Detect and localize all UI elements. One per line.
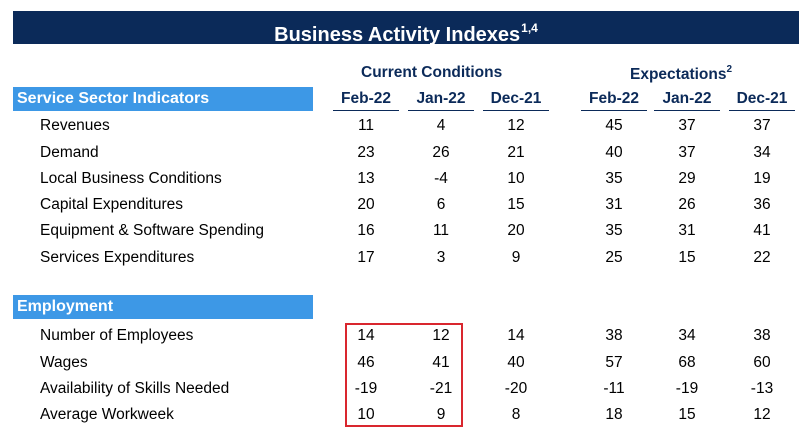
row-label-wages: Wages <box>40 354 88 371</box>
table-cell: 15 <box>678 249 696 266</box>
table-cell: 6 <box>436 196 446 213</box>
table-cell: 21 <box>507 144 525 161</box>
table-title-text: Business Activity Indexes <box>274 24 521 46</box>
table-cell: 20 <box>357 196 375 213</box>
table-cell: 38 <box>605 327 623 344</box>
row-label-services-expenditures: Services Expenditures <box>40 249 195 266</box>
section-header-employment: Employment <box>13 295 313 319</box>
table-cell: 57 <box>605 354 623 371</box>
table-cell: 9 <box>436 406 446 423</box>
table-cell: 19 <box>753 170 771 187</box>
table-cell: 11 <box>432 222 450 239</box>
table-cell: -4 <box>434 170 448 187</box>
table-cell: 60 <box>753 354 771 371</box>
table-cell: 41 <box>432 354 450 371</box>
table-cell: 31 <box>605 196 623 213</box>
group-header-expectations: Expectations2 <box>630 64 732 84</box>
table-cell: 15 <box>507 196 525 213</box>
highlight-box <box>345 323 463 427</box>
table-cell: 35 <box>605 222 623 239</box>
table-cell: 14 <box>357 327 375 344</box>
group-header-expectations-label: Expectations <box>630 66 727 83</box>
row-label-equipment-software-spending: Equipment & Software Spending <box>40 222 265 239</box>
column-header-expectations-dec21: Dec-21 <box>736 90 788 107</box>
section-header-employment-label: Employment <box>17 298 114 315</box>
table-cell: 8 <box>511 406 521 423</box>
column-header-current-dec21: Dec-21 <box>490 90 542 107</box>
column-underline <box>729 110 795 111</box>
table-cell: 23 <box>357 144 375 161</box>
column-header-current-jan22: Jan-22 <box>416 90 466 107</box>
table-cell: 37 <box>678 117 696 134</box>
table-cell: 34 <box>678 327 696 344</box>
table-cell: 12 <box>753 406 771 423</box>
table-cell: 40 <box>605 144 623 161</box>
group-header-current-conditions-label: Current Conditions <box>361 64 503 81</box>
row-label-number-of-employees: Number of Employees <box>40 327 194 344</box>
table-cell: 4 <box>436 117 446 134</box>
table-cell: 35 <box>605 170 623 187</box>
table-cell: -11 <box>603 380 625 397</box>
table-cell: 20 <box>507 222 525 239</box>
section-header-service-sector: Service Sector Indicators <box>13 87 313 111</box>
table-title-footnote: 1,4 <box>521 21 538 35</box>
table-cell: 29 <box>678 170 696 187</box>
column-underline <box>333 110 399 111</box>
table-cell: 3 <box>436 249 446 266</box>
row-label-local-business-conditions: Local Business Conditions <box>40 170 222 187</box>
table-cell: 25 <box>605 249 623 266</box>
table-cell: 13 <box>357 170 375 187</box>
table-cell: 31 <box>678 222 696 239</box>
column-underline <box>581 110 647 111</box>
table-cell: 10 <box>357 406 375 423</box>
table-cell: 37 <box>678 144 696 161</box>
column-underline <box>654 110 720 111</box>
table-cell: 12 <box>432 327 450 344</box>
table-cell: 45 <box>605 117 623 134</box>
table-cell: 18 <box>605 406 623 423</box>
table-cell: 15 <box>678 406 696 423</box>
table-cell: 40 <box>507 354 525 371</box>
column-underline <box>408 110 474 111</box>
table-cell: 46 <box>357 354 375 371</box>
table-title: Business Activity Indexes1,4 <box>13 11 799 46</box>
table-cell: 26 <box>432 144 450 161</box>
column-header-expectations-feb22: Feb-22 <box>589 90 639 107</box>
column-header-current-feb22: Feb-22 <box>341 90 391 107</box>
table-cell: 22 <box>753 249 771 266</box>
table-cell: 17 <box>357 249 375 266</box>
table-cell: 38 <box>753 327 771 344</box>
row-label-average-workweek: Average Workweek <box>40 406 174 423</box>
table-cell: 14 <box>507 327 525 344</box>
section-header-service-sector-label: Service Sector Indicators <box>17 90 210 107</box>
table-cell: -20 <box>504 380 528 397</box>
table-cell: 41 <box>753 222 771 239</box>
table-cell: 26 <box>678 196 696 213</box>
table-cell: 68 <box>678 354 696 371</box>
table-cell: 36 <box>753 196 771 213</box>
column-header-expectations-jan22: Jan-22 <box>662 90 712 107</box>
table-cell: -21 <box>429 380 453 397</box>
table-cell: 37 <box>753 117 771 134</box>
group-header-expectations-footnote: 2 <box>726 64 733 75</box>
row-label-availability-of-skills-needed: Availability of Skills Needed <box>40 380 230 397</box>
table-cell: 34 <box>753 144 771 161</box>
table-cell: -19 <box>354 380 378 397</box>
row-label-demand: Demand <box>40 144 99 161</box>
group-header-current-conditions: Current Conditions <box>361 64 502 82</box>
table-cell: 16 <box>357 222 375 239</box>
table-cell: 12 <box>507 117 525 134</box>
column-underline <box>483 110 549 111</box>
table-cell: 9 <box>511 249 521 266</box>
table-cell: -13 <box>750 380 774 397</box>
table-cell: 10 <box>507 170 525 187</box>
row-label-capital-expenditures: Capital Expenditures <box>40 196 184 213</box>
table-cell: 11 <box>357 117 375 134</box>
table-cell: -19 <box>675 380 699 397</box>
row-label-revenues: Revenues <box>40 117 110 134</box>
